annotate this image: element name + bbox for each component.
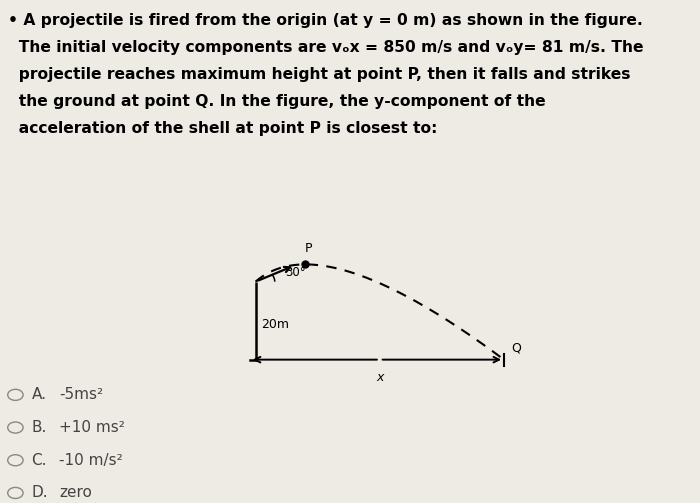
Text: D.: D.: [32, 485, 48, 500]
Text: -5ms²: -5ms²: [60, 387, 104, 402]
Text: P: P: [305, 242, 313, 256]
Text: -10 m/s²: -10 m/s²: [60, 453, 123, 468]
Text: acceleration of the shell at point P is closest to:: acceleration of the shell at point P is …: [8, 121, 437, 136]
Text: B.: B.: [32, 420, 47, 435]
Text: Q: Q: [511, 342, 521, 355]
Text: x: x: [376, 371, 384, 384]
Text: +10 ms²: +10 ms²: [60, 420, 125, 435]
Text: The initial velocity components are vₒx = 850 m/s and vₒy= 81 m/s. The: The initial velocity components are vₒx …: [8, 40, 644, 55]
Text: A.: A.: [32, 387, 46, 402]
Text: 30°: 30°: [285, 266, 305, 279]
Text: • A projectile is fired from the origin (at y = 0 m) as shown in the figure.: • A projectile is fired from the origin …: [8, 13, 643, 28]
Text: zero: zero: [60, 485, 92, 500]
Text: C.: C.: [32, 453, 47, 468]
Text: 20m: 20m: [261, 318, 289, 331]
Text: projectile reaches maximum height at point P, then it falls and strikes: projectile reaches maximum height at poi…: [8, 67, 631, 82]
Text: the ground at point Q. In the figure, the y-component of the: the ground at point Q. In the figure, th…: [8, 94, 546, 109]
